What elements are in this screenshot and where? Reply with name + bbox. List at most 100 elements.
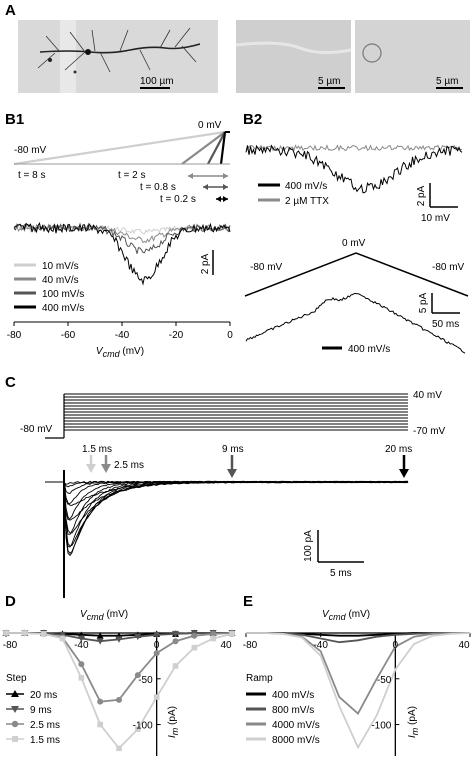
data-point (97, 698, 104, 705)
x-tick-label: -80 (3, 640, 18, 651)
legend-40: 40 mV/s (42, 275, 79, 286)
x-tick-label: 0 (393, 640, 399, 651)
micrograph-patch-2: 5 µm (355, 20, 470, 93)
ramp-400 (219, 131, 227, 165)
c-v-bottom: -70 mV (413, 426, 446, 437)
b2-scale2-x: 50 ms (432, 319, 459, 330)
data-point (96, 638, 104, 645)
data-point (153, 650, 160, 657)
x-tick-label: 0 (154, 640, 160, 651)
b1-legend: 10 mV/s 40 mV/s 100 mV/s 400 mV/s (14, 261, 84, 314)
data-point (22, 630, 28, 636)
d-legend-20: 20 ms (6, 690, 57, 701)
c-step-protocol (45, 393, 408, 439)
data-point (135, 726, 141, 732)
data-point (78, 661, 85, 668)
data-point (210, 635, 216, 642)
x-tick-label: 40 (220, 640, 232, 651)
d-ylabel: Im (pA) (167, 706, 180, 738)
x-tick-label: -80 (243, 640, 258, 651)
duration-8s: t = 8 s (18, 170, 46, 181)
b2-legend: 400 mV/s 2 µM TTX (258, 181, 329, 207)
b2-ramp-right: -80 mV (432, 262, 465, 273)
b1-tick: -80 (7, 330, 22, 341)
e-legend: Ramp 400 mV/s 800 mV/s 4000 mV/s 8000 mV… (246, 673, 320, 746)
e-legend-4000: 4000 mV/s (272, 720, 320, 731)
ramp-100 (207, 131, 226, 165)
duration-0p2s: t = 0.2 s (160, 194, 196, 205)
panel-label-b2: B2 (243, 111, 262, 128)
e-legend-800: 800 mV/s (272, 705, 314, 716)
d-legend-2p5: 2.5 ms (6, 720, 60, 731)
c-arrow-2p5: 2.5 ms (114, 460, 144, 471)
micrograph-neuron: 100 µm (18, 20, 218, 93)
e-ylabel: Im (pA) (407, 706, 420, 738)
scalebar-a1: 100 µm (140, 76, 174, 87)
c-arrow-1p5: 1.5 ms (82, 444, 112, 455)
scalebar-a3: 5 µm (436, 76, 458, 87)
b1-xaxis: -80 -60 -40 -20 0 Vcmd (mV) (7, 321, 233, 359)
series-line (246, 632, 471, 750)
c-current-traces (45, 470, 409, 598)
plot-d: -80 -40 0 40 -50 -100 (2, 629, 236, 756)
d-xlabel: Vcmd (mV) (80, 609, 128, 622)
b2-legend-400: 400 mV/s (285, 181, 327, 192)
b1-tick: -40 (115, 330, 130, 341)
e-legend-8000: 8000 mV/s (272, 735, 320, 746)
data-point (59, 635, 66, 642)
data-point (116, 745, 122, 752)
panel-label-d: D (5, 593, 16, 610)
data-point (172, 630, 179, 638)
b1-tick: 0 (227, 330, 233, 341)
y-tick-label: -50 (138, 675, 153, 686)
b1-traces (13, 222, 231, 286)
data-point (115, 636, 123, 643)
panel-label-e: E (243, 593, 253, 610)
series-line (246, 632, 470, 716)
svg-text:20 ms: 20 ms (30, 690, 57, 701)
svg-text:9 ms: 9 ms (30, 705, 52, 716)
b2-scale-x: 10 mV (421, 213, 450, 224)
data-point (153, 694, 160, 700)
d-legend-title: Step (6, 673, 27, 684)
duration-2s: t = 2 s (118, 170, 146, 181)
data-point (210, 630, 217, 637)
data-point (229, 631, 235, 637)
x-tick-label: -40 (313, 640, 328, 651)
d-legend-9: 9 ms (6, 705, 52, 716)
ramp-40 (181, 131, 226, 165)
b2-scale2-y: 5 pA (418, 292, 429, 313)
b1-end-label: 0 mV (198, 120, 222, 131)
data-point (116, 696, 122, 703)
data-point (191, 644, 198, 651)
b2-ramp-protocol (244, 252, 469, 297)
legend-10: 10 mV/s (42, 261, 79, 272)
b2-ramp-trace (245, 292, 466, 354)
data-point (172, 663, 179, 669)
data-point (77, 635, 85, 642)
b2-scale-y: 2 pA (416, 185, 427, 206)
scalebar-a2: 5 µm (318, 76, 340, 87)
data-point (3, 630, 9, 636)
b2-ramp-legend: 400 mV/s (348, 344, 390, 355)
data-point (134, 633, 142, 641)
e-xlabel: Vcmd (mV) (322, 609, 370, 622)
c-scale-y: 100 pA (303, 530, 314, 562)
panel-label-b1: B1 (5, 111, 24, 128)
duration-0p8s: t = 0.8 s (140, 182, 176, 193)
svg-text:2.5 ms: 2.5 ms (30, 720, 60, 731)
b2-traces (245, 144, 463, 194)
data-point (172, 638, 179, 645)
b2-legend-ttx: 2 µM TTX (285, 196, 329, 207)
d-legend: Step 20 ms 9 ms 2.5 ms 1.5 ms (6, 673, 60, 746)
panel-label-c: C (5, 374, 16, 391)
d-legend-1p5: 1.5 ms (6, 735, 60, 746)
svg-text:1.5 ms: 1.5 ms (30, 735, 60, 746)
data-point (134, 672, 141, 679)
panel-label-a: A (5, 2, 16, 19)
data-point (153, 631, 161, 639)
legend-100: 100 mV/s (42, 289, 84, 300)
y-tick-label: -100 (371, 721, 391, 732)
e-legend-title: Ramp (246, 673, 273, 684)
